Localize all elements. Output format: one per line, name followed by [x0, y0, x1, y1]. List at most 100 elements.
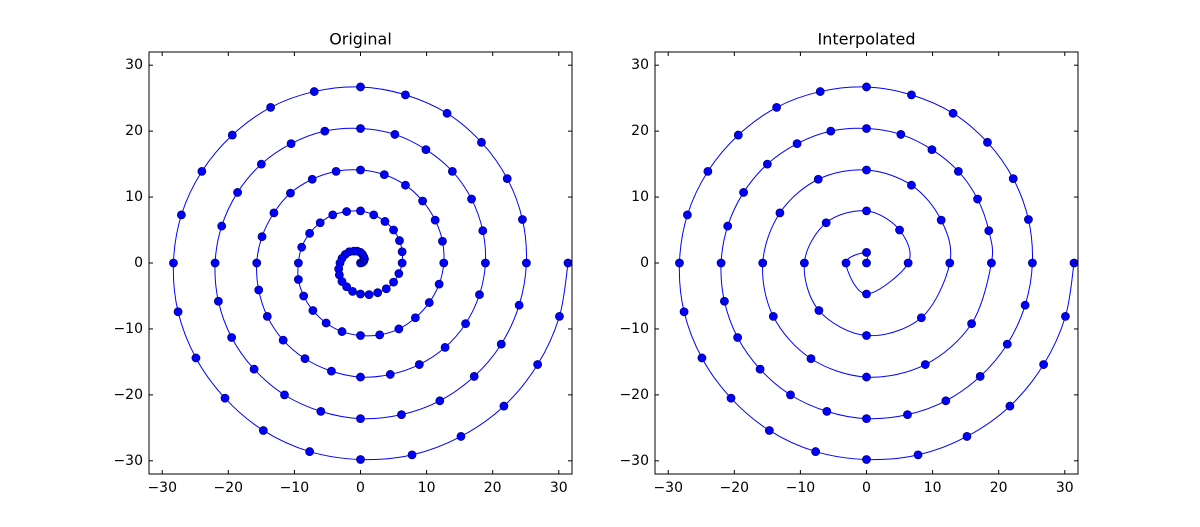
- point: [269, 208, 279, 218]
- point: [806, 354, 816, 364]
- point: [342, 282, 352, 292]
- point: [300, 354, 310, 364]
- point: [822, 406, 832, 416]
- point: [987, 258, 996, 268]
- point: [173, 307, 183, 317]
- point: [762, 159, 772, 169]
- point: [1024, 215, 1033, 224]
- point: [514, 300, 524, 310]
- point: [213, 296, 223, 306]
- point: [975, 372, 985, 381]
- x-tick-label: −10: [786, 480, 816, 496]
- point: [469, 372, 479, 381]
- point: [764, 426, 774, 435]
- point: [348, 286, 357, 296]
- x-tick-label: −30: [653, 480, 683, 496]
- point: [337, 327, 347, 336]
- point: [481, 258, 490, 268]
- spiral-line: [172, 86, 569, 461]
- point: [438, 236, 447, 246]
- point: [461, 319, 470, 329]
- y-tick-label: 0: [640, 255, 649, 271]
- point: [342, 207, 352, 216]
- point: [1027, 258, 1037, 268]
- point: [502, 174, 512, 184]
- point: [397, 410, 406, 420]
- point: [916, 313, 926, 323]
- y-tick-label: 0: [134, 255, 143, 271]
- point: [826, 126, 836, 136]
- point: [397, 258, 407, 268]
- point: [379, 170, 389, 180]
- point: [815, 87, 825, 96]
- point: [328, 210, 338, 220]
- point: [716, 258, 726, 268]
- point: [210, 258, 220, 268]
- point: [703, 166, 713, 176]
- point: [169, 258, 178, 268]
- y-tick-label: 20: [125, 123, 143, 139]
- y-tick-label: −20: [619, 387, 649, 403]
- x-tick-label: 20: [484, 480, 502, 496]
- point: [262, 312, 272, 321]
- point: [983, 137, 992, 147]
- point: [356, 372, 365, 382]
- point: [862, 258, 871, 268]
- point: [862, 206, 871, 216]
- point: [394, 269, 404, 278]
- x-tick-label: 0: [356, 480, 365, 496]
- point: [862, 248, 871, 257]
- point: [385, 370, 395, 379]
- point: [286, 139, 296, 149]
- point: [941, 396, 951, 406]
- point: [533, 360, 543, 369]
- x-tick-label: −20: [214, 480, 244, 496]
- point: [421, 145, 431, 154]
- point: [315, 218, 325, 228]
- point: [896, 130, 906, 139]
- plot-panel: Interpolated −30 −20 −10 0 10 20 30 −30 −20 −10 0 10…: [619, 30, 1079, 496]
- point: [772, 102, 782, 112]
- x-tick-label: −30: [147, 480, 177, 496]
- point: [356, 455, 365, 464]
- point: [316, 406, 326, 416]
- point: [726, 393, 736, 403]
- point: [499, 401, 509, 411]
- point: [308, 306, 318, 315]
- point: [327, 366, 336, 376]
- point: [967, 319, 976, 329]
- point: [447, 166, 457, 176]
- point: [307, 174, 317, 184]
- point: [233, 188, 242, 197]
- point: [220, 393, 230, 403]
- point: [440, 342, 450, 352]
- point: [280, 390, 289, 400]
- point: [948, 108, 958, 118]
- point: [518, 215, 527, 224]
- point: [555, 312, 564, 321]
- point: [176, 210, 186, 220]
- point: [389, 225, 398, 235]
- y-tick-label: −20: [113, 387, 143, 403]
- point: [521, 258, 531, 268]
- point: [862, 414, 871, 424]
- point: [907, 90, 916, 100]
- point: [293, 258, 303, 268]
- point: [249, 364, 259, 374]
- point: [1008, 174, 1018, 184]
- point: [841, 258, 851, 268]
- point: [309, 87, 319, 96]
- point: [786, 390, 795, 400]
- point: [927, 145, 937, 154]
- point: [739, 188, 748, 197]
- point: [299, 291, 309, 301]
- spiral-line: [678, 86, 1075, 461]
- chart-title: Original: [329, 30, 392, 49]
- point: [356, 414, 365, 424]
- point: [356, 82, 365, 92]
- point: [467, 194, 476, 204]
- point: [407, 450, 417, 460]
- point: [305, 447, 315, 456]
- point: [278, 335, 288, 345]
- point: [356, 124, 365, 133]
